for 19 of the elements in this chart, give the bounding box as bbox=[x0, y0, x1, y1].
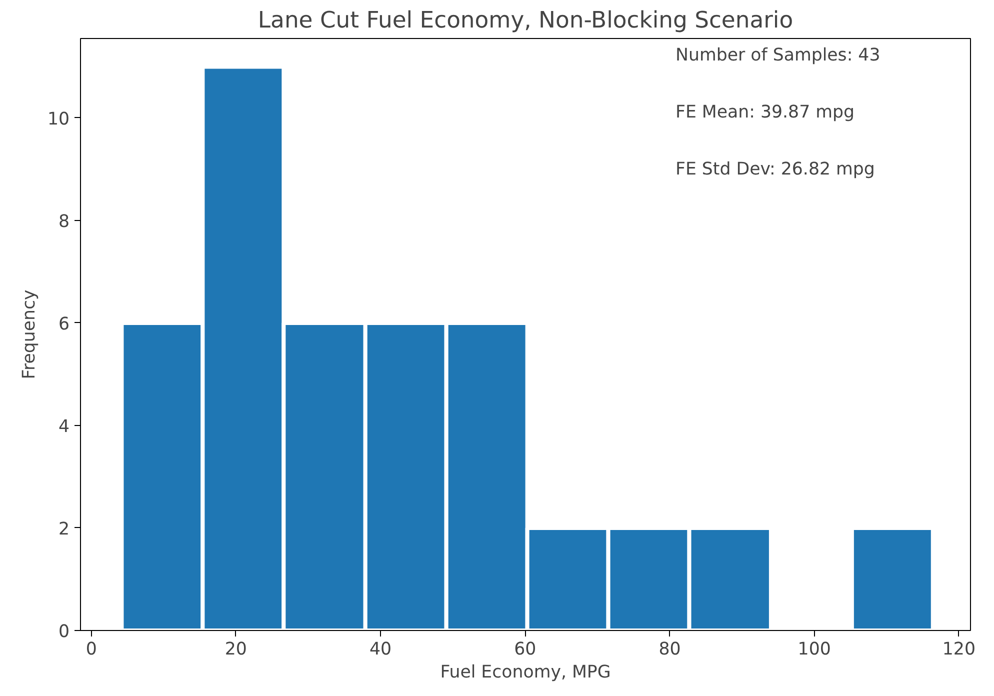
x-tick-label: 120 bbox=[942, 640, 976, 660]
y-tick-label: 10 bbox=[47, 109, 70, 130]
annotation: FE Mean: 39.87 mpg bbox=[676, 102, 854, 122]
annotation: FE Std Dev: 26.82 mpg bbox=[676, 160, 875, 180]
y-axis-title: Frequency bbox=[19, 290, 40, 380]
x-axis-title: Fuel Economy, MPG bbox=[440, 662, 611, 682]
chart-title: Lane Cut Fuel Economy, Non-Blocking Scenario bbox=[258, 8, 794, 34]
x-tick-label: 40 bbox=[370, 640, 392, 660]
y-tick-label: 8 bbox=[58, 212, 70, 232]
annotation: Number of Samples: 43 bbox=[676, 46, 880, 66]
x-tick-label: 100 bbox=[798, 640, 831, 660]
y-tick-label: 6 bbox=[58, 314, 70, 334]
y-tick-label: 2 bbox=[58, 519, 70, 540]
x-tick-label: 20 bbox=[224, 640, 247, 660]
x-tick-label: 80 bbox=[658, 640, 681, 660]
x-tick-label: 0 bbox=[86, 640, 97, 660]
y-tick-label: 0 bbox=[58, 622, 70, 642]
x-tick-label: 60 bbox=[514, 640, 536, 660]
y-tick-label: 4 bbox=[58, 416, 70, 437]
